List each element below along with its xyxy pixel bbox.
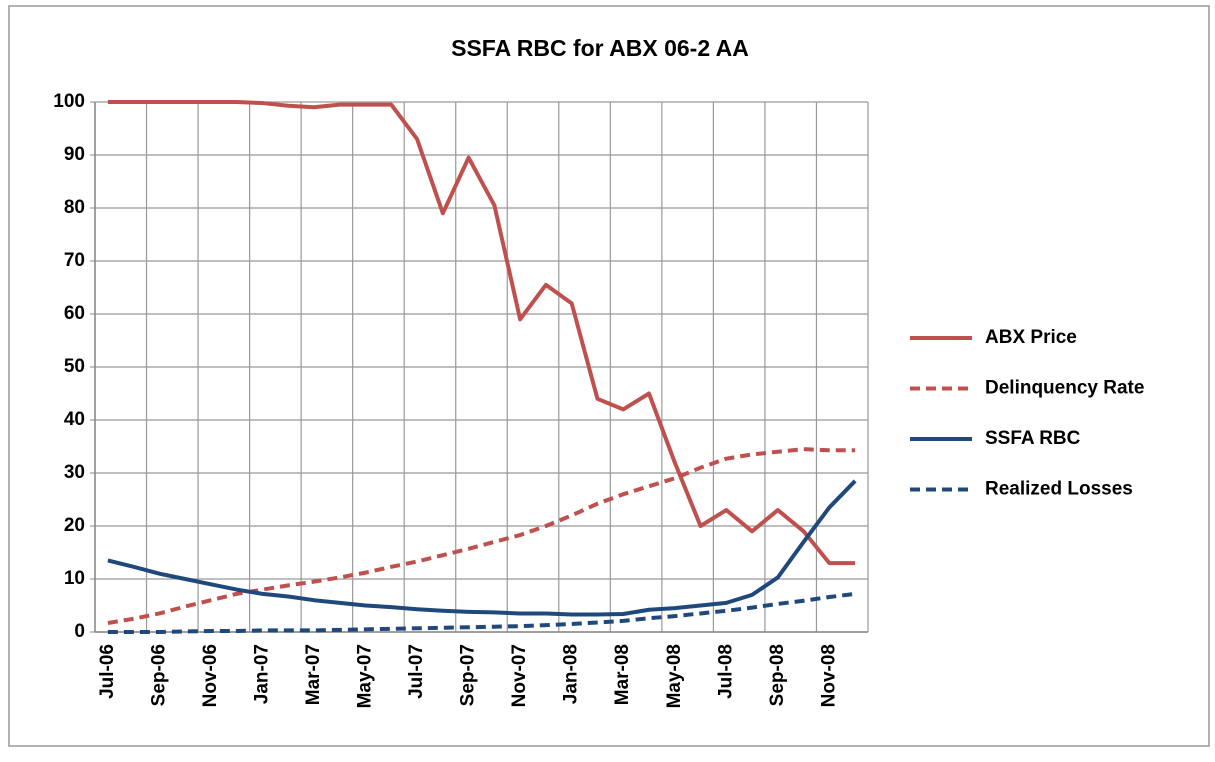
series-line <box>107 591 856 634</box>
legend-label: ABX Price <box>985 327 1077 348</box>
y-tick-label: 100 <box>53 91 85 112</box>
x-tick-label: Jul-07 <box>406 644 427 699</box>
x-tick-label: Nov-07 <box>509 644 530 707</box>
series-line <box>107 447 856 625</box>
y-tick-label: 80 <box>64 197 85 218</box>
x-tick-label: May-07 <box>355 644 376 708</box>
y-tick-label: 40 <box>64 409 85 430</box>
y-tick-label: 50 <box>64 356 85 377</box>
x-tick-label: Mar-07 <box>303 644 324 705</box>
x-tick-label: Jul-06 <box>97 644 118 699</box>
y-tick-label: 20 <box>64 515 85 536</box>
chart-frame <box>8 5 1210 747</box>
y-tick-label: 30 <box>64 462 85 483</box>
y-tick-label: 10 <box>64 568 85 589</box>
x-tick-label: Nov-06 <box>200 644 221 707</box>
y-tick-label: 90 <box>64 144 85 165</box>
x-tick-label: Sep-06 <box>148 644 169 706</box>
x-tick-label: Sep-07 <box>458 644 479 706</box>
x-tick-label: Jan-07 <box>251 644 272 704</box>
legend-label: SSFA RBC <box>985 428 1081 449</box>
x-tick-label: Jan-08 <box>561 644 582 704</box>
series-line <box>107 479 857 617</box>
chart-title: SSFA RBC for ABX 06-2 AA <box>451 35 749 61</box>
y-tick-label: 70 <box>64 250 85 271</box>
x-tick-label: May-08 <box>664 644 685 708</box>
legend-label: Realized Losses <box>985 479 1133 500</box>
legend-label: Delinquency Rate <box>985 378 1144 399</box>
x-tick-label: Nov-08 <box>818 644 839 707</box>
x-tick-label: Jul-08 <box>715 644 736 699</box>
x-tick-label: Sep-08 <box>767 644 788 706</box>
series-line <box>107 100 856 566</box>
x-tick-label: Mar-08 <box>612 644 633 705</box>
y-tick-label: 0 <box>74 621 85 642</box>
y-tick-label: 60 <box>64 303 85 324</box>
